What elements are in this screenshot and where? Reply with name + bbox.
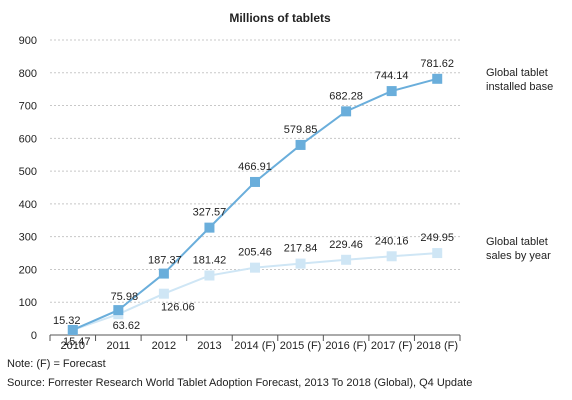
y-tick-label: 500 — [19, 166, 37, 178]
sales-value-label: 229.46 — [329, 239, 363, 251]
data-labels: 15.47 63.62 126.06 181.42 205.46 217.84 229.46… — [53, 58, 454, 348]
installed-base-value-label: 187.37 — [148, 255, 182, 267]
legend-installed-base: Global tablet — [486, 67, 548, 79]
y-tick-label: 400 — [19, 199, 37, 211]
sales-marker — [158, 288, 169, 299]
source-note: Source: Forrester Research World Tablet … — [7, 377, 473, 389]
x-tick-label: 2017 (F) — [371, 340, 413, 352]
installed-base-value-label: 327.57 — [193, 207, 227, 219]
sales-value-label: 217.84 — [284, 243, 318, 255]
x-tick-label: 2015 (F) — [280, 340, 322, 352]
sales-marker — [204, 270, 215, 281]
x-tick-label: 2016 (F) — [325, 340, 367, 352]
y-tick-label: 200 — [19, 264, 37, 276]
installed-base-marker — [158, 268, 169, 279]
y-tick-label: 800 — [19, 68, 37, 80]
installed-base-marker — [295, 139, 306, 150]
sales-marker — [250, 262, 260, 273]
installed-base-marker — [341, 106, 352, 117]
installed-base-marker — [113, 305, 124, 316]
chart-title: Millions of tablets — [229, 11, 331, 25]
legend: Global tablet installed base Global tablet… — [486, 67, 553, 262]
sales-marker — [341, 254, 352, 265]
installed-base-marker — [386, 86, 397, 97]
installed-base-marker — [250, 176, 260, 187]
legend-sales-by-year: sales by year — [486, 250, 551, 262]
installed-base-value-label: 744.14 — [375, 70, 409, 82]
series-layer — [67, 73, 443, 335]
sales-value-label: 15.47 — [63, 336, 91, 348]
y-tick-label: 100 — [19, 297, 37, 309]
sales-value-label: 205.46 — [238, 247, 272, 259]
installed-base-marker — [67, 324, 78, 335]
legend-sales-by-year: Global tablet — [486, 236, 548, 248]
installed-base-marker — [204, 222, 215, 233]
forecast-note: Note: (F) = Forecast — [7, 358, 106, 370]
y-tick-label: 300 — [19, 232, 37, 244]
sales-value-label: 181.42 — [193, 255, 227, 267]
x-tick-label: 2011 — [107, 340, 131, 352]
installed-base-value-label: 75.98 — [111, 291, 139, 303]
installed-base-value-label: 781.62 — [420, 58, 454, 70]
installed-base-value-label: 579.85 — [284, 124, 318, 136]
installed-base-marker — [432, 73, 443, 84]
sales-marker — [295, 258, 306, 269]
y-tick-label: 700 — [19, 101, 37, 113]
y-tick-label: 600 — [19, 133, 37, 145]
x-tick-label: 2012 — [152, 340, 176, 352]
y-tick-label: 0 — [31, 330, 37, 342]
sales-value-label: 126.06 — [161, 302, 195, 314]
axes: 0 100 200 300 400 500 600 700 800 900 2010 2011 2012… — [19, 35, 461, 352]
installed-base-value-label: 466.91 — [238, 161, 272, 173]
sales-marker — [432, 248, 443, 259]
x-tick-label: 2013 — [197, 340, 221, 352]
sales-value-label: 249.95 — [420, 232, 454, 244]
x-tick-label: 2018 (F) — [416, 340, 458, 352]
installed-base-value-label: 15.32 — [53, 315, 81, 327]
y-tick-label: 900 — [19, 35, 37, 47]
installed-base-value-label: 682.28 — [329, 90, 363, 102]
sales-value-label: 240.16 — [375, 235, 409, 247]
x-tick-label: 2014 (F) — [234, 340, 276, 352]
grid-lines — [50, 39, 460, 303]
x-tick-label: 2010 — [61, 340, 85, 352]
sales-value-label: 63.62 — [113, 320, 141, 332]
legend-installed-base: installed base — [486, 81, 553, 93]
sales-marker — [386, 251, 397, 262]
